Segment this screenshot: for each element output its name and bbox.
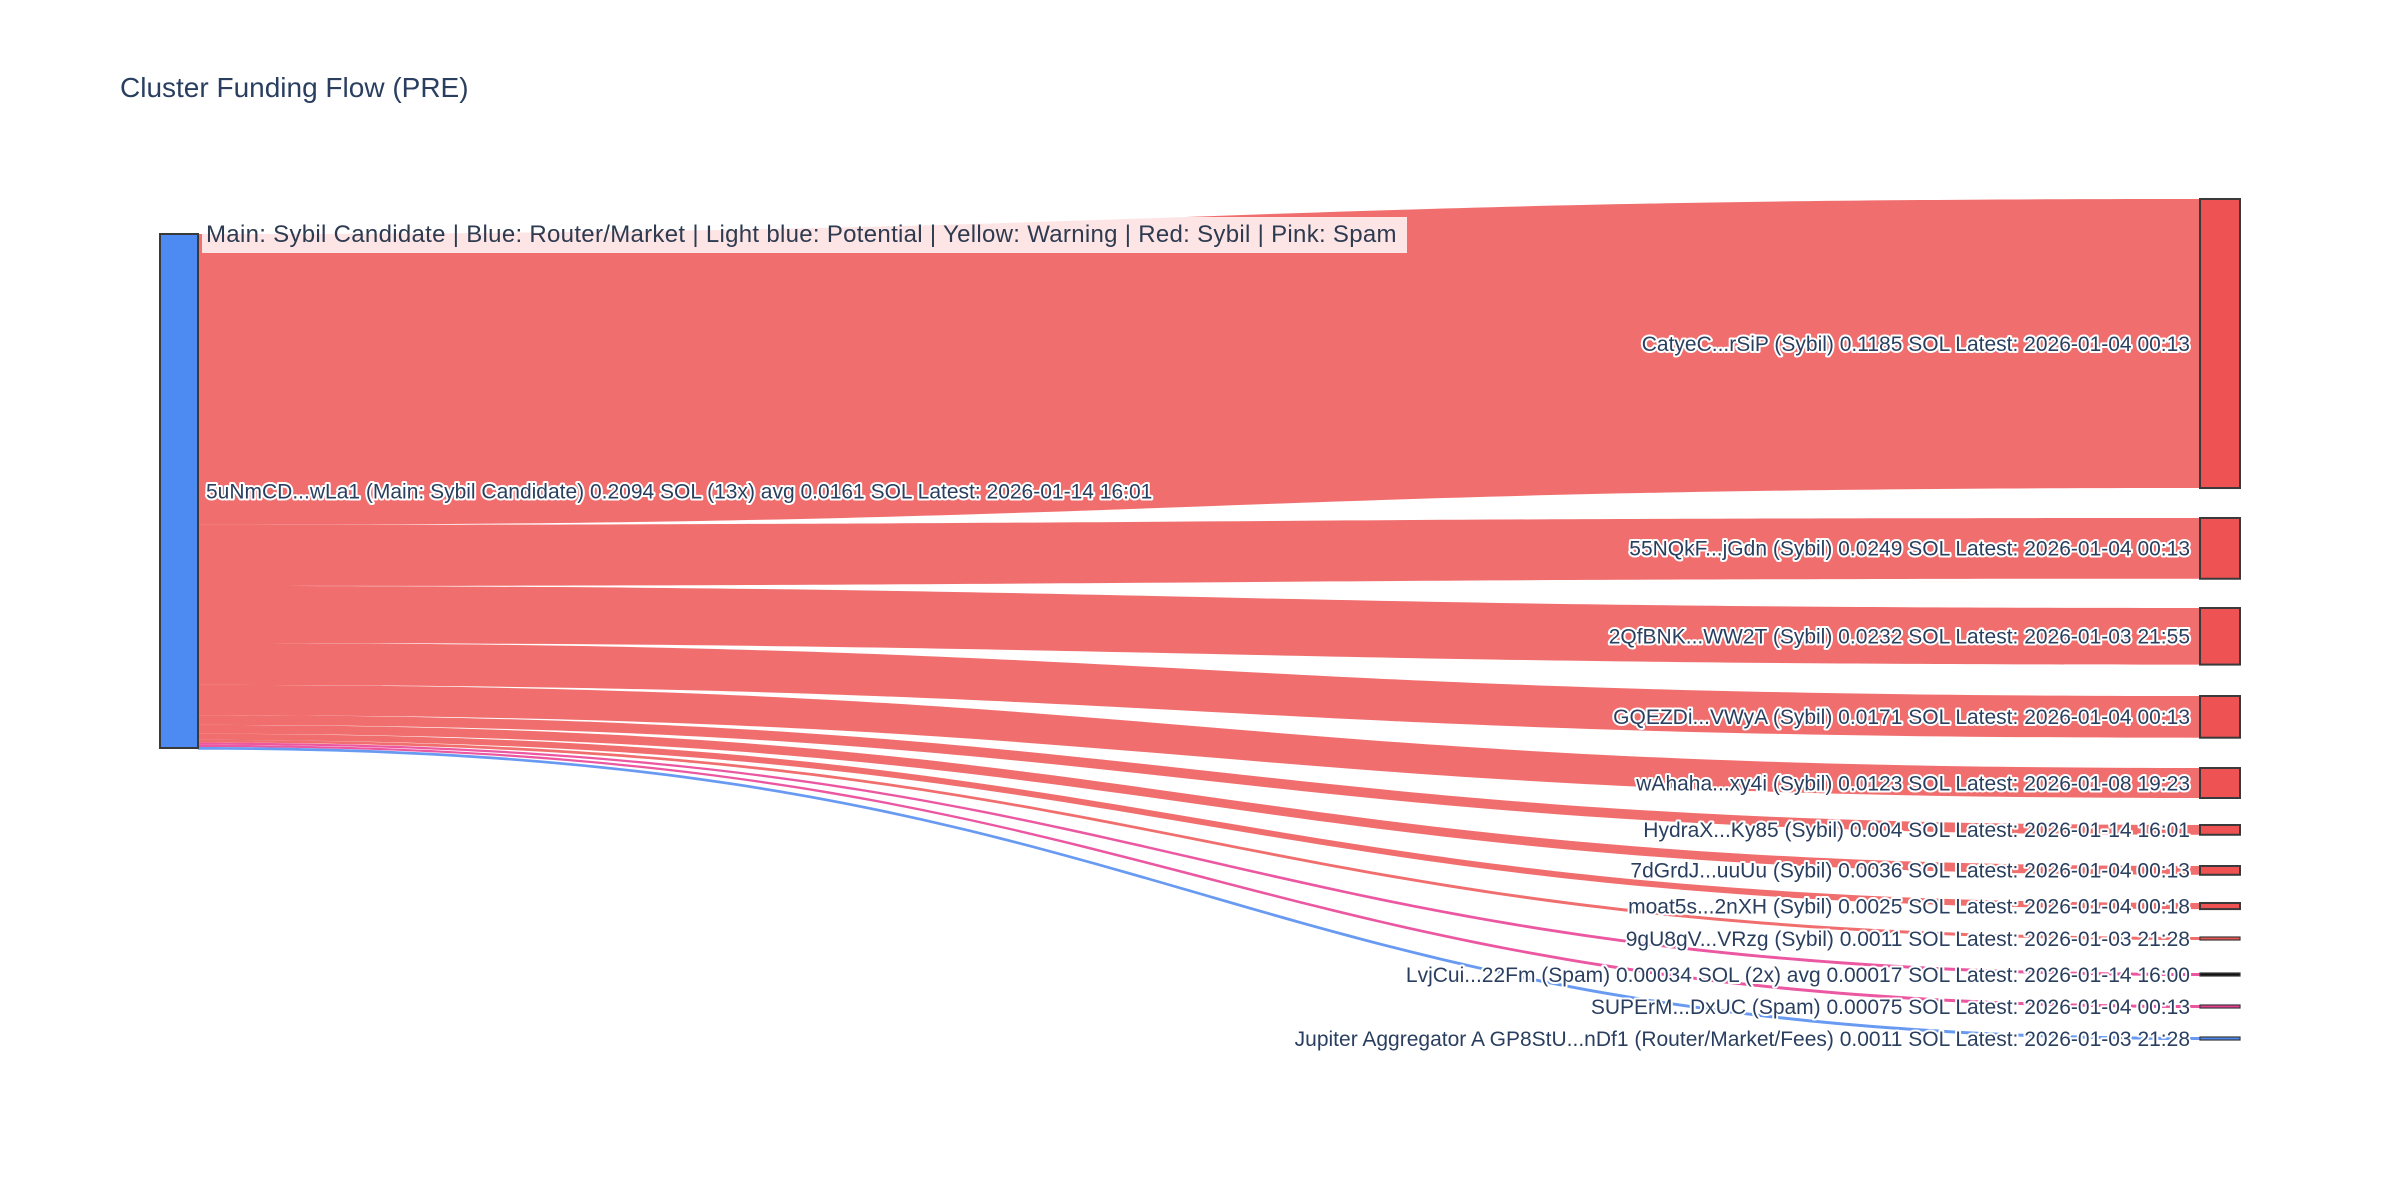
flow-link[interactable] [198,746,2200,1040]
source-node-label: 5uNmCD...wLa1 (Main: Sybil Candidate) 0.… [206,480,1152,503]
flow-link[interactable] [198,742,2200,976]
target-node[interactable] [2199,902,2241,911]
target-node[interactable] [2199,695,2241,739]
flow-link[interactable] [198,642,2200,738]
flow-link[interactable] [198,585,2200,665]
link-label: LvjCui...22Fm (Spam) 0.00034 SOL (2x) av… [1406,964,2190,987]
target-node[interactable] [2199,1004,2241,1009]
link-label: 55NQkF...jGdn (Sybil) 0.0249 SOL Latest:… [1629,538,2190,561]
link-label: wAhaha...xy4i (Sybil) 0.0123 SOL Latest:… [1635,772,2190,795]
flow-link[interactable] [198,518,2200,586]
target-node[interactable] [2199,517,2241,580]
target-node[interactable] [2199,767,2241,799]
link-label: GQEZDi...VWyA (Sybil) 0.0171 SOL Latest:… [1613,706,2190,729]
flow-link[interactable] [198,684,2200,798]
chart-title: Cluster Funding Flow (PRE) [120,72,469,103]
flow-link[interactable] [198,715,2200,835]
target-node[interactable] [2199,198,2241,490]
link-label: HydraX...Ky85 (Sybil) 0.004 SOL Latest: … [1643,819,2190,842]
source-node[interactable] [159,233,199,749]
link-label: CatyeC...rSiP (Sybil) 0.1185 SOL Latest:… [1642,333,2190,356]
link-label: Jupiter Aggregator A GP8StU...nDf1 (Rout… [1295,1028,2190,1051]
flow-link[interactable] [198,724,2200,875]
link-label: SUPErM...DxUC (Spam) 0.00075 SOL Latest:… [1591,996,2190,1019]
target-node[interactable] [2199,865,2241,876]
flow-link[interactable] [198,733,2200,910]
target-node[interactable] [2199,936,2241,941]
legend-annotation: Main: Sybil Candidate | Blue: Router/Mar… [202,217,1407,253]
target-node[interactable] [2199,824,2241,836]
flow-link[interactable] [198,744,2200,1008]
target-node[interactable] [2199,1036,2241,1041]
link-label: 9gU8gV...VRzg (Sybil) 0.0011 SOL Latest:… [1626,928,2190,951]
target-node[interactable] [2199,972,2241,977]
target-node[interactable] [2199,607,2241,666]
flow-link[interactable] [198,199,2200,525]
link-label: 7dGrdJ...uuUu (Sybil) 0.0036 SOL Latest:… [1630,860,2190,883]
link-label: moat5s...2nXH (Sybil) 0.0025 SOL Latest:… [1628,895,2190,918]
link-label: 2QfBNK...WW2T (Sybil) 0.0232 SOL Latest:… [1609,626,2190,649]
flow-link[interactable] [198,739,2200,940]
